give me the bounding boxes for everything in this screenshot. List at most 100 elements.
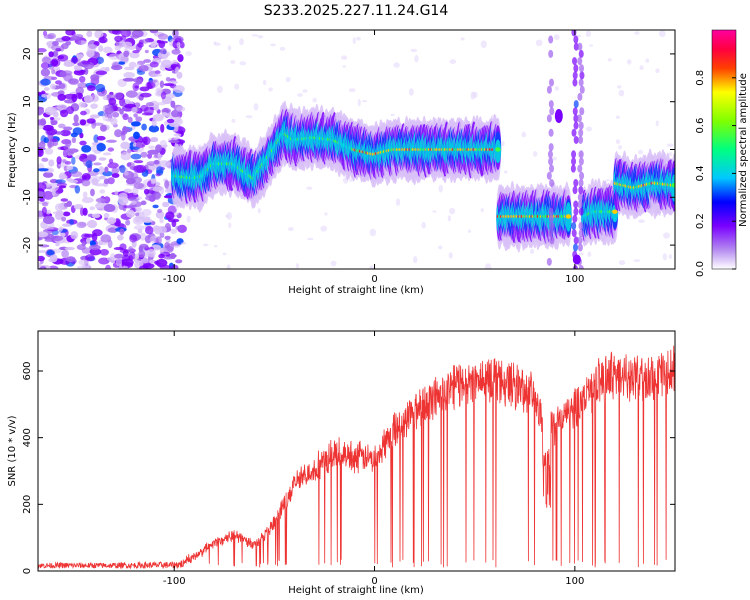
- noise-speckle: [158, 253, 165, 259]
- noise-speckle: [60, 198, 69, 202]
- noise-speckle: [63, 61, 75, 67]
- noise-speckle: [170, 100, 176, 108]
- noise-speckle: [41, 206, 47, 215]
- noise-speckle: [141, 38, 150, 44]
- noise-speckle: [251, 34, 259, 37]
- noise-speckle: [38, 124, 44, 130]
- noise-speckle: [587, 251, 592, 257]
- noise-speckle: [645, 58, 650, 63]
- noise-speckle: [145, 81, 156, 90]
- colorbar-gradient: [711, 29, 737, 270]
- noise-speckle: [186, 215, 191, 223]
- noise-speckle: [129, 51, 140, 59]
- noise-speckle: [357, 98, 361, 107]
- noise-speckle: [81, 197, 94, 204]
- noise-speckle: [98, 45, 104, 52]
- noise-speckle: [180, 242, 187, 245]
- vertical-streak: [547, 229, 553, 238]
- noise-speckle: [155, 87, 164, 94]
- vertical-streak: [573, 200, 579, 209]
- noise-speckle: [98, 36, 108, 44]
- noise-speckle: [73, 114, 79, 123]
- noise-speckle: [48, 51, 54, 58]
- spectrogram-ytick-label: -20: [22, 237, 33, 253]
- noise-speckle: [56, 104, 68, 110]
- noise-speckle: [92, 229, 103, 237]
- vertical-streak: [572, 78, 578, 87]
- noise-speckle: [99, 124, 107, 132]
- noise-speckle: [226, 264, 231, 269]
- vertical-streak: [571, 221, 577, 230]
- noise-speckle: [44, 226, 55, 230]
- vertical-streak: [578, 178, 584, 187]
- noise-speckle: [139, 243, 149, 249]
- noise-speckle: [162, 144, 168, 148]
- vertical-streak: [548, 214, 554, 223]
- noise-speckle: [302, 89, 308, 93]
- noise-speckle: [108, 53, 121, 60]
- noise-speckle: [132, 50, 140, 54]
- noise-speckle: [174, 37, 182, 44]
- snr-x-axis-label: Height of straight line (km): [288, 585, 424, 596]
- spectrogram-x-ticks: -100 0 100: [163, 30, 584, 285]
- noise-speckle: [102, 170, 113, 177]
- noise-speckle: [270, 43, 276, 47]
- vertical-streak: [549, 221, 555, 230]
- noise-speckle: [231, 118, 236, 123]
- noise-speckle: [42, 171, 54, 178]
- noise-speckle: [150, 136, 159, 143]
- vertical-streak: [578, 229, 584, 238]
- noise-speckle: [114, 45, 121, 51]
- noise-speckle: [66, 154, 73, 159]
- snr-x-ticks: -100 0 100: [163, 331, 584, 587]
- vertical-streak: [572, 57, 578, 66]
- noise-speckle: [112, 111, 120, 118]
- noise-speckle: [167, 218, 180, 223]
- noise-speckle: [56, 182, 68, 187]
- noise-speckle: [135, 142, 142, 148]
- noise-speckle: [63, 144, 70, 151]
- noise-speckle: [170, 109, 181, 118]
- noise-speckle: [98, 175, 106, 180]
- noise-speckle: [159, 48, 167, 55]
- noise-speckle: [58, 83, 66, 89]
- spectrogram-x-axis-label: Height of straight line (km): [288, 285, 424, 296]
- noise-speckle: [155, 173, 161, 177]
- noise-speckle: [123, 71, 136, 79]
- noise-speckle: [306, 186, 313, 190]
- vertical-streak: [579, 85, 585, 94]
- noise-speckle: [86, 49, 95, 58]
- noise-speckle: [140, 257, 150, 264]
- noise-speckle: [81, 174, 87, 181]
- isolated-blob: [572, 254, 581, 265]
- colorbar-tick-label: 0.4: [695, 165, 706, 181]
- noise-speckle: [84, 67, 89, 75]
- noise-speckle: [165, 76, 171, 82]
- noise-speckle: [504, 170, 508, 174]
- noise-speckle: [179, 41, 185, 49]
- noise-speckle: [615, 115, 620, 119]
- noise-speckle: [52, 111, 59, 118]
- noise-speckle: [86, 237, 91, 245]
- noise-speckle: [114, 253, 124, 259]
- vertical-streak: [573, 236, 579, 245]
- noise-speckle: [127, 116, 133, 124]
- noise-speckle: [213, 244, 218, 248]
- noise-speckle: [60, 109, 69, 118]
- noise-speckle: [81, 179, 91, 187]
- noise-speckle: [341, 55, 348, 60]
- noise-speckle: [113, 246, 124, 251]
- colorbar-ticks: 0.0 0.2 0.4 0.6 0.8: [695, 70, 736, 277]
- noise-speckle: [91, 213, 101, 218]
- vertical-streak: [573, 121, 579, 130]
- noise-speckle: [122, 125, 128, 135]
- noise-speckle: [288, 227, 294, 232]
- ridge-core: [495, 147, 501, 152]
- noise-speckle: [63, 126, 73, 131]
- noise-speckle: [245, 115, 253, 119]
- noise-speckle: [410, 48, 418, 53]
- noise-speckle: [81, 247, 92, 254]
- noise-speckle: [131, 30, 144, 38]
- spectrogram-ytick-label: 10: [22, 95, 33, 108]
- noise-speckle: [348, 178, 354, 182]
